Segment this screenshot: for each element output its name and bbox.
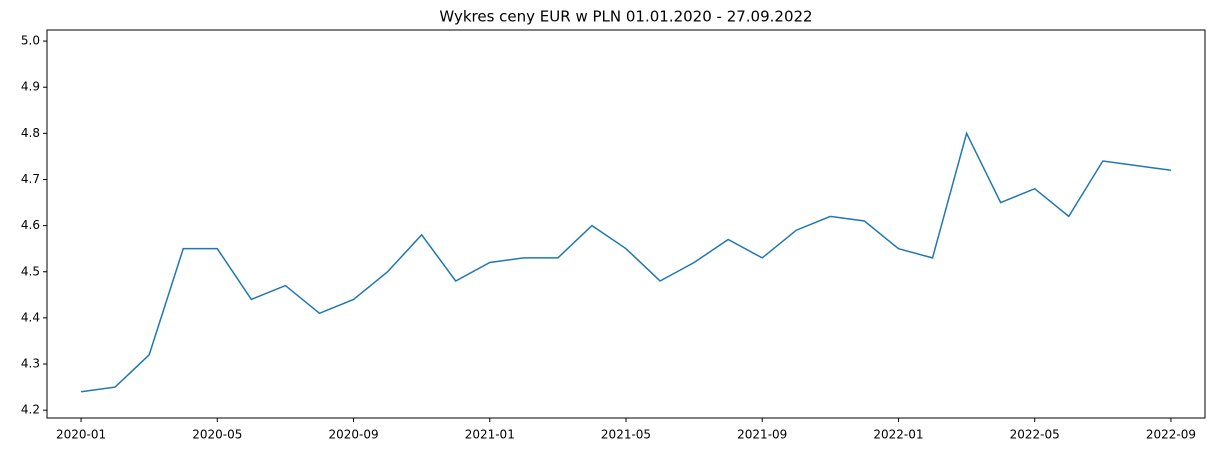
y-tick-label: 4.3 [21,357,40,371]
x-tick-label: 2022-01 [873,428,923,442]
chart-title: Wykres ceny EUR w PLN 01.01.2020 - 27.09… [439,8,812,26]
x-tick-label: 2022-09 [1146,428,1196,442]
y-tick-label: 4.7 [21,172,40,186]
y-tick-label: 4.4 [21,310,40,324]
x-tick-label: 2021-01 [465,428,515,442]
y-tick-label: 4.8 [21,126,40,140]
y-tick-label: 4.9 [21,80,40,94]
x-tick-label: 2021-09 [737,428,787,442]
series-line [80,131,1172,393]
x-tick-label: 2020-05 [192,428,242,442]
x-tick-label: 2022-05 [1010,428,1060,442]
x-tick-label: 2021-05 [601,428,651,442]
y-tick-label: 4.6 [21,218,40,232]
y-tick-label: 4.2 [21,403,40,417]
x-tick-label: 2020-01 [56,428,106,442]
plot-frame [46,29,1206,419]
x-tick-label: 2020-09 [328,428,378,442]
y-tick-label: 4.5 [21,264,40,278]
y-tick-label: 5.0 [21,34,40,48]
